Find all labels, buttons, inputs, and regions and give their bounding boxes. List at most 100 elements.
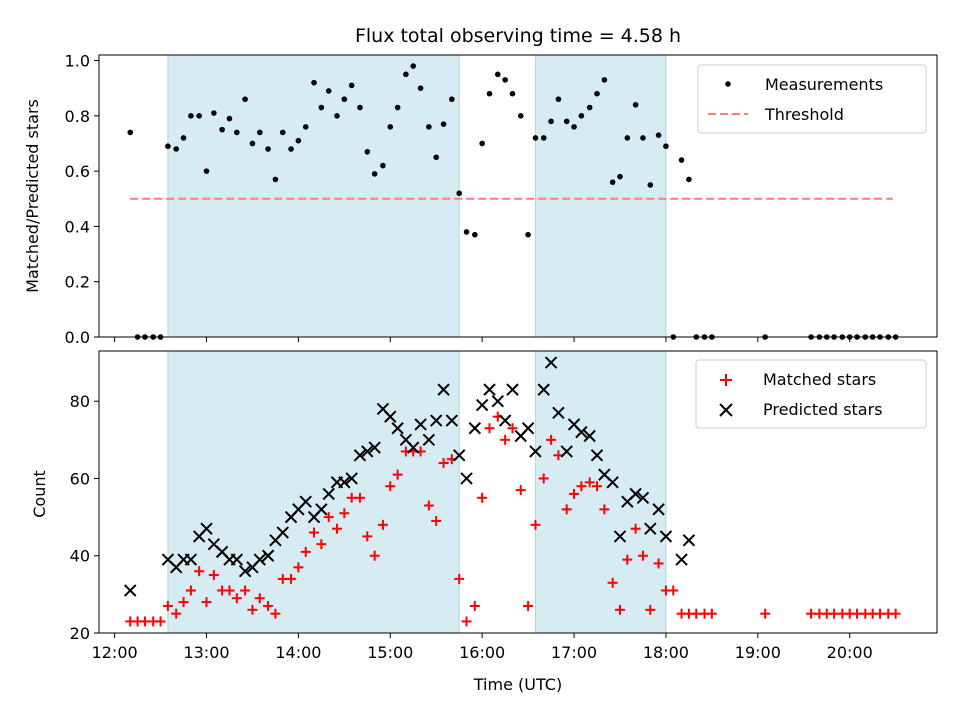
matched-star-point xyxy=(208,570,219,581)
matched-star-point xyxy=(323,512,334,523)
matched-star-point xyxy=(300,546,311,557)
matched-star-point xyxy=(362,531,373,542)
measurement-point xyxy=(180,135,187,141)
matched-star-point xyxy=(270,608,281,619)
measurement-point xyxy=(440,121,447,127)
matched-star-point xyxy=(500,434,511,445)
matched-star-point xyxy=(438,458,449,469)
measurement-point xyxy=(165,143,171,150)
measurement-point xyxy=(456,190,462,197)
observing-windows-bottom xyxy=(167,351,667,633)
predicted-star-point xyxy=(452,449,466,462)
measurement-point xyxy=(640,135,646,141)
predicted-star-point xyxy=(407,441,420,454)
matched-star-point xyxy=(538,473,549,484)
matched-star-point xyxy=(561,504,572,515)
bottom-observing-window-1 xyxy=(535,351,666,633)
time-x-tick-label: 15:00 xyxy=(367,643,413,662)
matched-star-point xyxy=(507,423,518,434)
measurement-point xyxy=(509,90,516,97)
predicted-star-point xyxy=(537,383,550,396)
measurement-point xyxy=(257,129,263,136)
predicted-star-point xyxy=(498,414,512,427)
predicted-star-point xyxy=(353,449,367,462)
ratio-y-tick-label: 0.2 xyxy=(65,273,90,292)
matched-star-point xyxy=(668,585,679,596)
predicted-star-point xyxy=(200,522,213,535)
matched-star-point xyxy=(592,481,603,492)
predicted-star-point xyxy=(384,410,397,423)
measurement-point xyxy=(288,146,294,152)
predicted-star-point xyxy=(276,526,289,539)
time-x-axis-ticks: 12:00 13:00 14:00 15:00 16:00 17:00 18:00 19:00… xyxy=(92,633,873,662)
matched-star-point xyxy=(584,477,595,488)
predicted-star-point xyxy=(652,503,665,516)
count-legend-box xyxy=(695,359,927,429)
measurement-point xyxy=(686,176,692,183)
time-x-tick-label: 16:00 xyxy=(459,643,505,662)
matched-star-point xyxy=(392,469,403,480)
measurement-point xyxy=(334,113,340,119)
predicted-star-point xyxy=(184,553,198,566)
measurement-point xyxy=(540,135,547,141)
measurement-point xyxy=(548,118,554,125)
measurement-point xyxy=(525,231,531,238)
predicted-star-point xyxy=(521,422,535,435)
measurement-point xyxy=(265,146,271,152)
measurement-point xyxy=(555,96,562,103)
measurement-point xyxy=(357,104,363,111)
measurements-legend-marker xyxy=(725,81,731,87)
predicted-star-point xyxy=(460,472,473,485)
observing-windows-top xyxy=(167,55,667,337)
count-y-tick-label: 40 xyxy=(70,547,90,566)
matched-star-point xyxy=(194,566,205,577)
measurement-point xyxy=(463,229,470,235)
predicted-star-point xyxy=(238,564,252,578)
predicted-star-point xyxy=(299,495,312,508)
measurement-point xyxy=(219,126,225,133)
matched-star-point xyxy=(546,434,557,445)
ratio-y-tick-label: 0.4 xyxy=(65,217,90,236)
measurement-point xyxy=(211,110,217,116)
predicted-star-point xyxy=(644,522,657,535)
time-x-tick-label: 12:00 xyxy=(92,643,138,662)
matched-star-point xyxy=(653,558,664,569)
matched-star-point xyxy=(469,600,480,611)
measurement-point xyxy=(663,143,669,150)
measurement-point xyxy=(341,96,348,103)
matched-star-point xyxy=(622,554,633,565)
matched-star-point xyxy=(309,527,320,538)
matched-star-point xyxy=(316,539,327,550)
matched-star-point xyxy=(331,523,342,534)
time-x-tick-label: 19:00 xyxy=(735,643,781,662)
measurement-point xyxy=(410,63,417,69)
measurement-point xyxy=(188,113,194,119)
measurement-point xyxy=(578,113,585,119)
ratio-x-axis-ticks xyxy=(114,337,851,342)
matched-star-point xyxy=(201,597,212,608)
time-x-tick-label: 13:00 xyxy=(183,643,229,662)
matched-star-point xyxy=(231,593,242,604)
measurement-point xyxy=(203,168,210,174)
time-x-axis-label: Time (UTC) xyxy=(473,675,562,694)
matched-star-point xyxy=(171,608,182,619)
measurement-point xyxy=(486,90,493,97)
measurement-point xyxy=(387,124,394,130)
measurement-point xyxy=(494,71,501,78)
measurement-point xyxy=(586,104,593,111)
matched-star-point xyxy=(185,585,196,596)
measurement-point xyxy=(655,132,662,138)
matched-star-point xyxy=(155,616,166,627)
predicted-star-point xyxy=(590,449,604,462)
measurement-point xyxy=(647,182,654,188)
predicted-star-point xyxy=(430,414,443,427)
ratio-legend: Measurements Threshold xyxy=(697,64,927,134)
predicted-star-point xyxy=(445,414,459,427)
predicted-star-point xyxy=(491,395,504,408)
measurement-point xyxy=(380,162,386,169)
predicted-star-point xyxy=(338,476,351,489)
top-observing-window-0 xyxy=(167,55,460,337)
predicted-star-point xyxy=(391,422,404,435)
